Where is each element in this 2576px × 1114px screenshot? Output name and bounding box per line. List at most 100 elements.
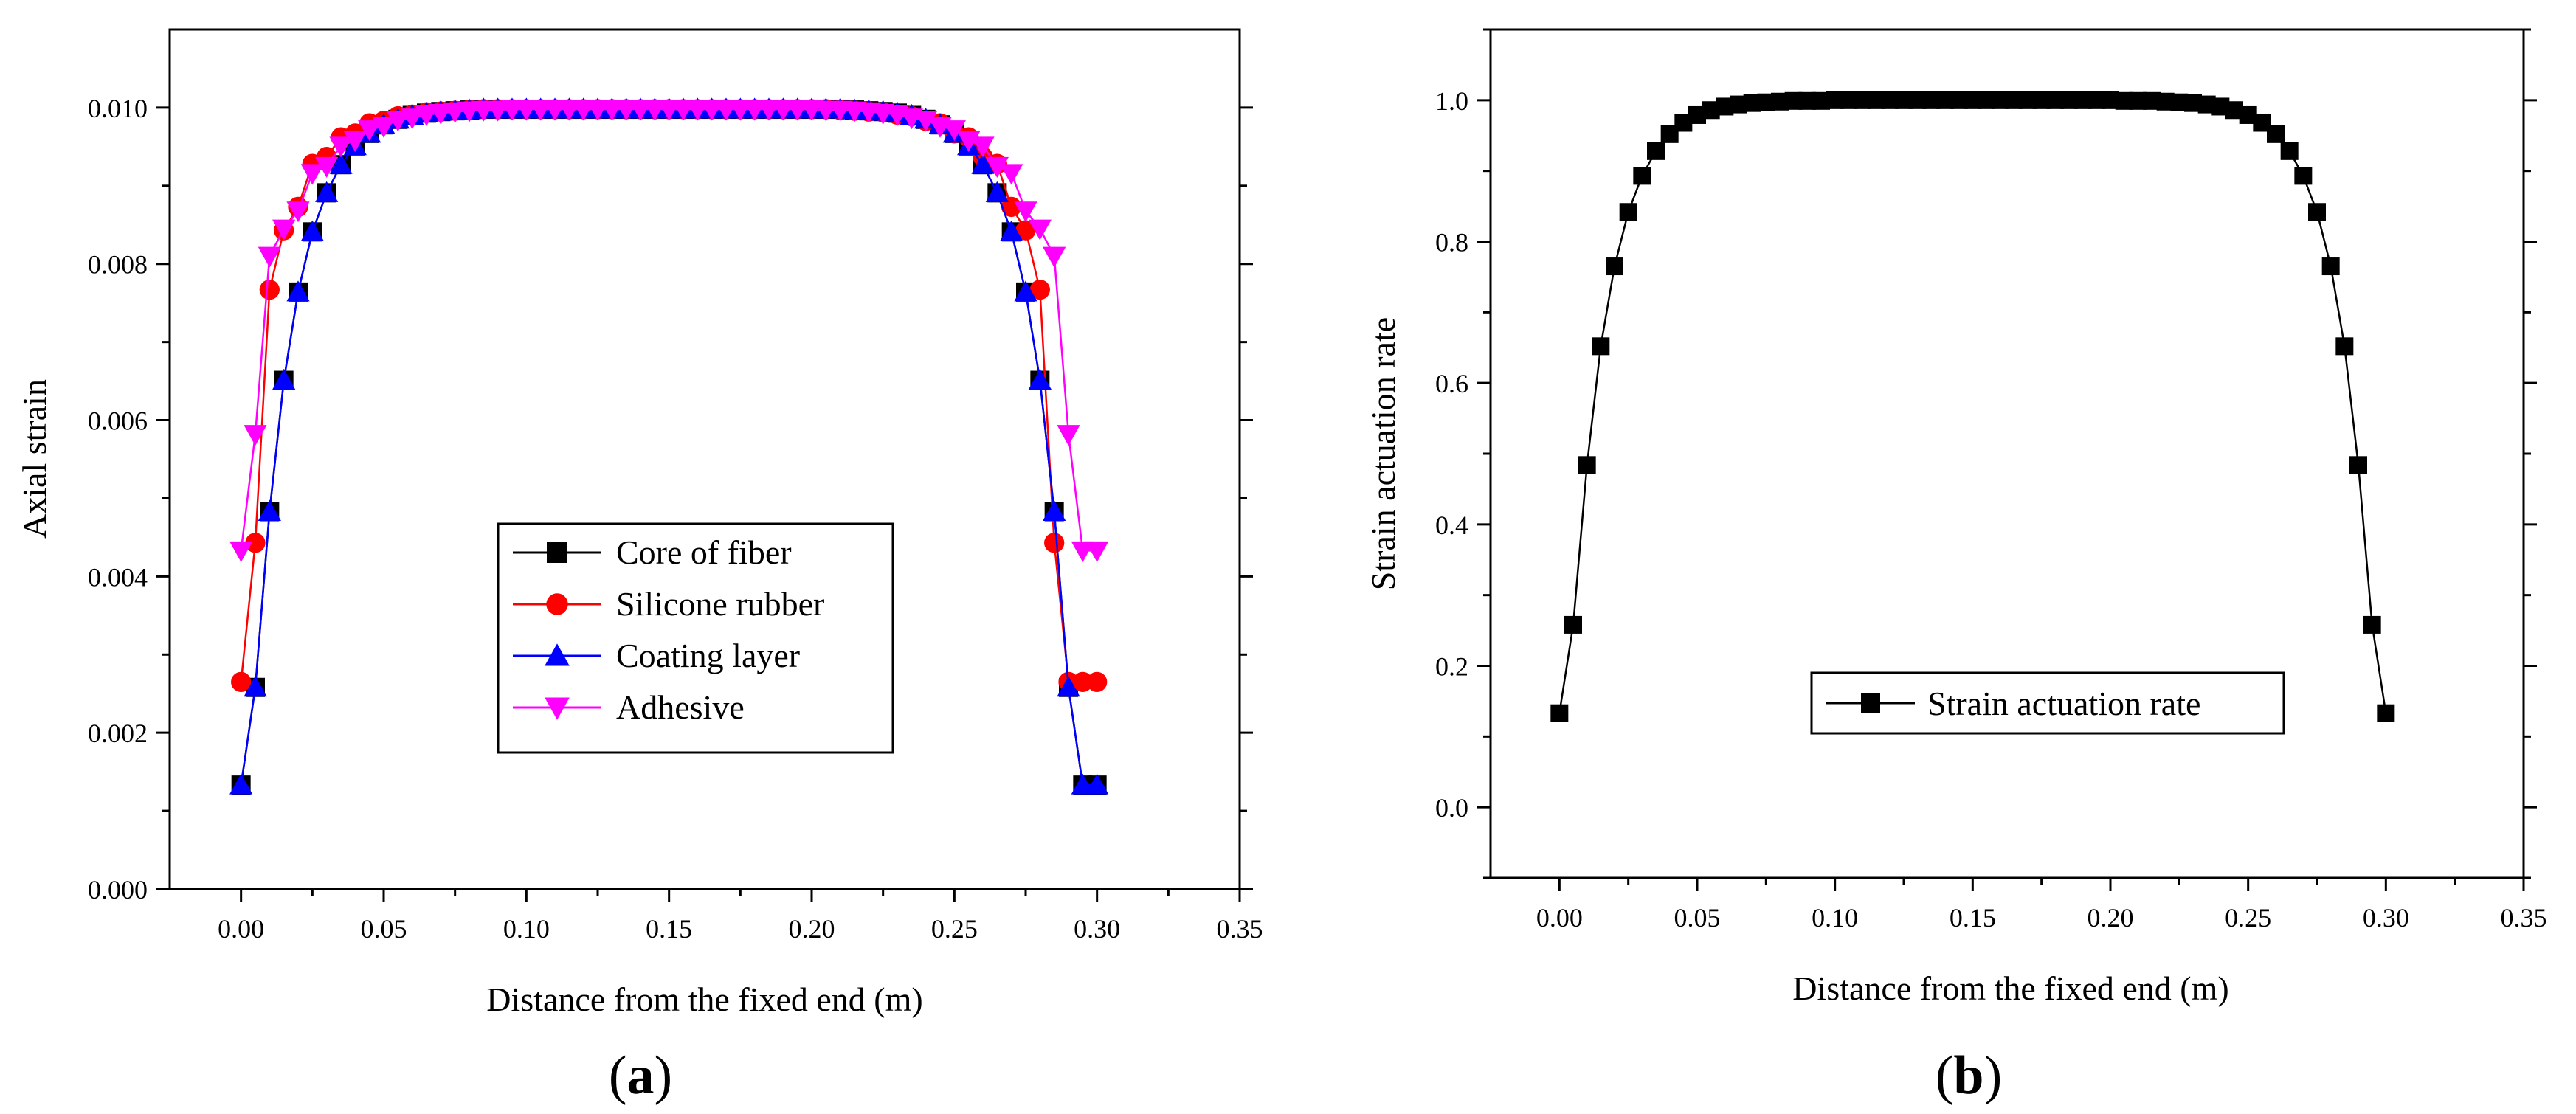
legend-marker — [545, 643, 570, 666]
data-point — [1014, 280, 1037, 302]
data-point — [372, 117, 396, 138]
panel-label-a: (a) — [609, 1045, 672, 1106]
data-point — [1072, 671, 1093, 692]
plot-frame-b — [1489, 28, 2525, 879]
y-tick-label: 0.004 — [88, 562, 148, 592]
y-tick-label: 0.008 — [88, 250, 148, 280]
data-point — [2363, 615, 2381, 634]
data-point — [229, 773, 253, 795]
x-tick-label: 0.30 — [2363, 903, 2409, 933]
x-tick-label: 0.25 — [931, 914, 978, 944]
data-point — [2115, 91, 2133, 110]
y-tick-label: 0.002 — [88, 719, 148, 748]
x-tick-label: 0.10 — [1812, 903, 1858, 933]
x-tick-label: 0.00 — [1536, 903, 1583, 933]
data-point — [1619, 203, 1637, 221]
legend-marker — [545, 697, 570, 720]
y-tick-label: 0.6 — [1435, 369, 1468, 398]
data-point — [1028, 368, 1052, 390]
legend-label-silicone: Silicone rubber — [616, 585, 824, 623]
x-tick-label: 0.35 — [2501, 903, 2547, 933]
y-tick-label: 1.0 — [1435, 86, 1468, 116]
data-point — [286, 201, 310, 223]
legend-label-strain-rate: Strain actuation rate — [1927, 685, 2200, 722]
data-point — [942, 120, 966, 142]
data-point — [985, 156, 1009, 178]
data-point — [2184, 94, 2202, 112]
data-point — [415, 105, 438, 127]
data-point — [2294, 167, 2313, 185]
legend-label-coating: Coating layer — [616, 637, 800, 674]
x-tick-labels-a: 0.00 0.05 0.10 0.15 0.20 0.25 0.30 0.35 — [218, 914, 1263, 944]
y-tick-label: 0.2 — [1435, 652, 1468, 682]
data-point — [971, 136, 995, 158]
data-point — [443, 102, 467, 123]
x-tick-label: 0.00 — [218, 914, 264, 944]
data-point — [1014, 201, 1037, 223]
data-point — [244, 676, 267, 697]
x-tick-label: 0.35 — [1217, 914, 1263, 944]
legend-b: Strain actuation rate — [1810, 671, 2285, 735]
plot-frame-a — [168, 28, 1241, 890]
data-point — [486, 100, 510, 122]
data-point — [1743, 94, 1761, 112]
data-point — [2129, 91, 2147, 110]
legend-label-adhesive: Adhesive — [616, 688, 745, 726]
y-tick-labels-a: 0.000 0.002 0.004 0.006 0.008 0.010 — [88, 94, 148, 904]
panel-label-a-open: ( — [609, 1045, 627, 1106]
data-point — [244, 425, 267, 446]
y-tick-label: 0.8 — [1435, 228, 1468, 257]
x-tick-label: 0.20 — [789, 914, 835, 944]
data-point — [315, 181, 339, 202]
x-tick-label: 0.20 — [2088, 903, 2134, 933]
data-point — [429, 103, 452, 125]
data-point — [2143, 91, 2161, 110]
data-point — [2349, 456, 2367, 474]
data-point — [1029, 280, 1050, 300]
legend-swatches-b — [1826, 693, 1915, 713]
data-point — [1085, 541, 1109, 563]
data-point — [1043, 499, 1066, 521]
data-point — [229, 541, 253, 563]
data-point — [1647, 142, 1665, 160]
data-point — [2267, 125, 2285, 143]
series-adhesive — [229, 100, 1109, 563]
x-tick-labels-b: 0.00 0.05 0.10 0.15 0.20 0.25 0.30 0.35 — [1536, 903, 2547, 933]
data-point — [329, 153, 353, 174]
data-point — [245, 533, 266, 553]
data-point — [1087, 671, 1108, 692]
panel-label-a-letter: a — [627, 1045, 655, 1106]
x-tick-label: 0.10 — [503, 914, 550, 944]
y-tick-labels-b: 0.0 0.2 0.4 0.6 0.8 1.0 — [1435, 86, 1468, 823]
data-point — [329, 136, 353, 158]
series-line — [1558, 99, 2387, 713]
x-tick-label: 0.15 — [1950, 903, 1996, 933]
series-line — [240, 108, 1097, 552]
data-point — [1564, 615, 1582, 634]
legend-marker — [547, 542, 567, 563]
data-point — [957, 131, 981, 152]
data-point — [358, 120, 381, 142]
data-point — [1028, 219, 1052, 241]
data-point — [1057, 425, 1080, 446]
data-point — [2280, 142, 2299, 160]
x-tick-label: 0.05 — [1674, 903, 1721, 933]
legend-swatches-a — [513, 542, 601, 720]
data-point — [971, 153, 995, 174]
y-tick-label: 0.006 — [88, 406, 148, 436]
panel-label-b-letter: b — [1953, 1045, 1983, 1106]
legend-marker — [546, 593, 568, 615]
data-point — [1633, 167, 1651, 185]
y-tick-label: 0.0 — [1435, 793, 1468, 823]
x-axis-title-a: Distance from the fixed end (m) — [486, 980, 922, 1018]
ticks-a — [156, 106, 1253, 902]
y-tick-label: 0.000 — [88, 875, 148, 904]
ticks-b — [1477, 28, 2537, 891]
panel-label-b-open: ( — [1936, 1045, 1954, 1106]
data-point — [1606, 257, 1623, 276]
legend-a: Core of fiber Silicone rubber Coating la… — [497, 522, 894, 754]
y-axis-title-a: Axial strain — [15, 379, 53, 539]
data-point — [259, 280, 280, 300]
panel-label-a-close: ) — [655, 1045, 673, 1106]
data-point — [401, 108, 424, 130]
